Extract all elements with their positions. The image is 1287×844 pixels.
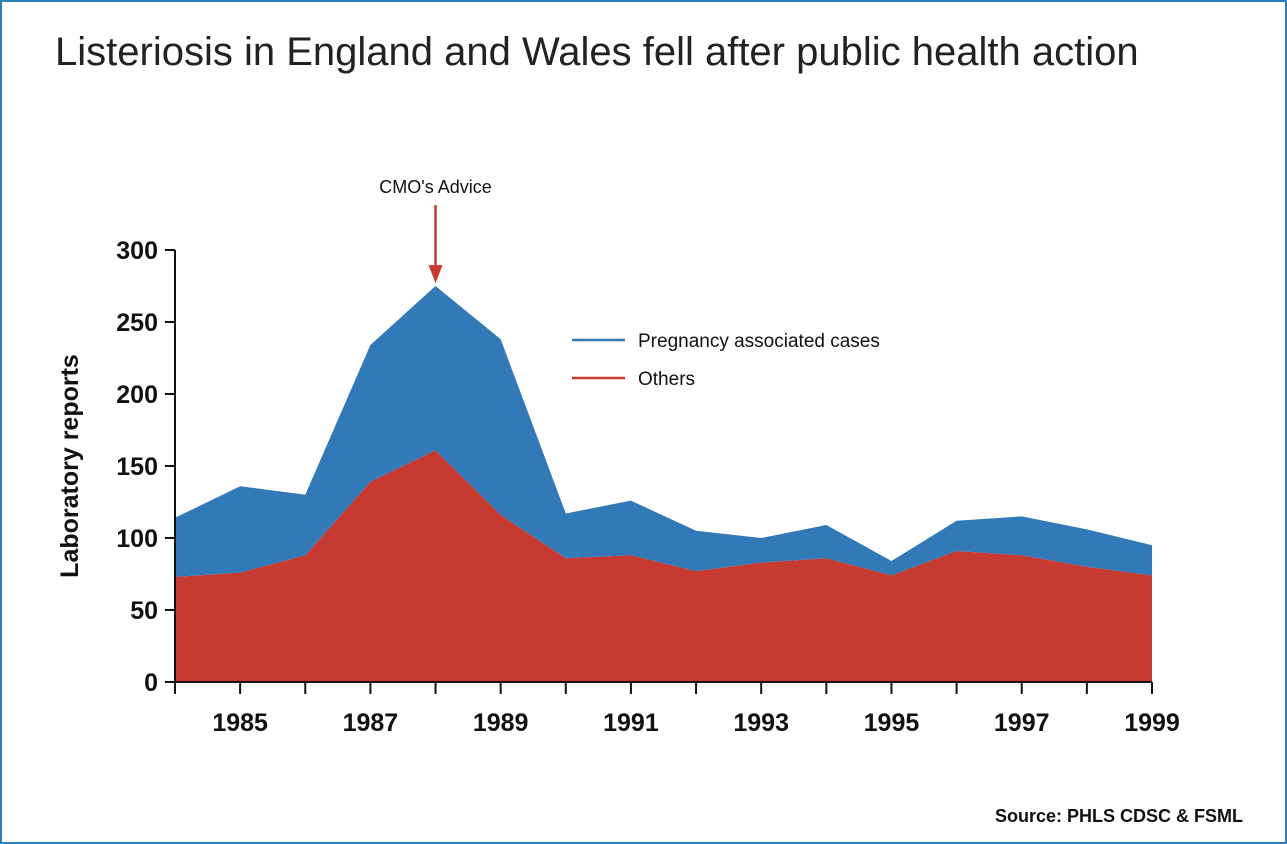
y-ticks: 0 50 100 150 200 250 300 (116, 237, 175, 697)
y-tick-label: 150 (116, 453, 158, 481)
x-tick-label: 1997 (994, 709, 1050, 737)
x-tick-label: 1999 (1124, 709, 1180, 737)
y-tick-label: 0 (144, 669, 158, 697)
area-layer (175, 286, 1152, 682)
y-tick-label: 100 (116, 525, 158, 553)
x-tick-label: 1995 (864, 709, 920, 737)
chart-title: Listeriosis in England and Wales fell af… (55, 30, 1139, 74)
x-tick-label: 1991 (603, 709, 659, 737)
y-axis-label: Laboratory reports (56, 354, 84, 578)
x-tick-label: 1993 (733, 709, 789, 737)
annotations: CMO's Advice (379, 177, 492, 284)
x-tick-label: 1987 (343, 709, 399, 737)
legend: Pregnancy associated cases Others (572, 331, 880, 390)
annotation-arrow-head (428, 265, 443, 284)
y-tick-label: 300 (116, 237, 158, 265)
y-tick-label: 250 (116, 309, 158, 337)
area-pregnancy-associated-cases (175, 286, 1152, 577)
legend-label-others: Others (638, 369, 695, 390)
x-ticks: 1985 1987 1989 1991 1993 1995 1997 1999 (174, 682, 1180, 737)
y-tick-label: 200 (116, 381, 158, 409)
annotation-label: CMO's Advice (379, 177, 491, 197)
y-tick-label: 50 (130, 597, 158, 625)
x-tick-label: 1985 (212, 709, 268, 737)
legend-label-pregnancy-associated-cases: Pregnancy associated cases (638, 331, 880, 352)
area-others (175, 450, 1152, 682)
x-tick-label: 1989 (473, 709, 529, 737)
source-note: Source: PHLS CDSC & FSML (994, 806, 1243, 826)
